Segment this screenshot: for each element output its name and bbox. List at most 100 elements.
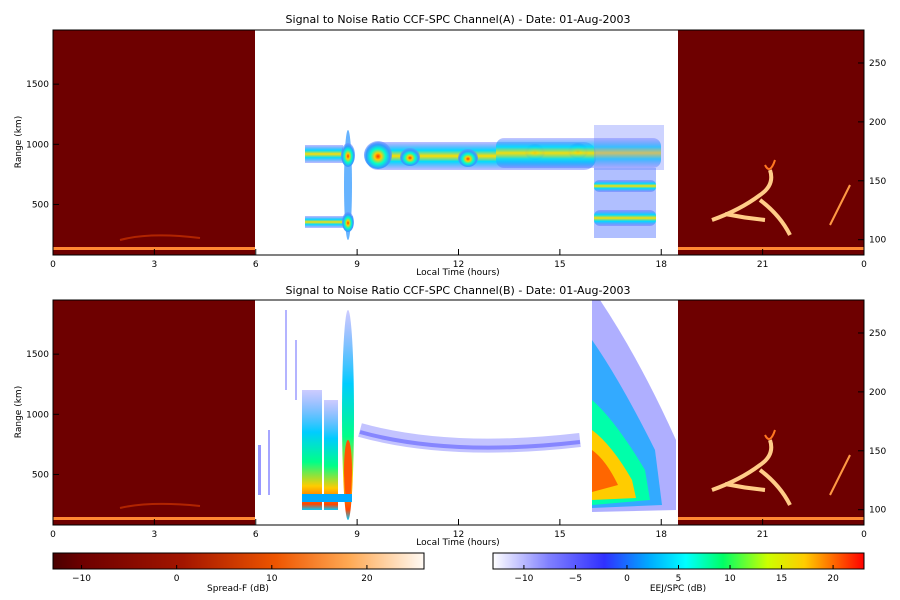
panel-b-x-label: Local Time (hours) <box>416 538 499 548</box>
colorbar-tick-label: 10 <box>266 574 278 584</box>
colorbar-tick-label: 10 <box>724 574 736 584</box>
panel-b-y-label: Range (km) <box>14 386 24 438</box>
right-tick-label: 100 <box>869 506 886 516</box>
spread-f-plume <box>829 184 851 226</box>
panel-b-x-axis: 0 3 6 9 12 15 18 21 0 <box>50 519 867 540</box>
panel-a-title: Signal to Noise Ratio CCF-SPC Channel(A)… <box>286 13 631 26</box>
spread-f-night-region <box>53 30 255 255</box>
panel-b-right-axis: 100 150 200 250 <box>858 329 886 516</box>
right-tick-label: 150 <box>869 177 886 187</box>
colorbar-eej-spc-ticks: −10 −5 0 5 10 15 20 <box>514 565 839 584</box>
echo-evening-layer <box>594 180 656 192</box>
echo-evening-layer <box>594 168 656 238</box>
y-tick-label: 500 <box>32 200 49 210</box>
spread-f-evening-region <box>678 30 864 255</box>
spread-f-evening-region <box>678 300 864 525</box>
x-tick-label: 9 <box>354 260 360 270</box>
x-tick-label: 15 <box>554 530 565 540</box>
colorbar-spread-f-scale <box>52 552 425 570</box>
spread-f-bottom-trace <box>53 247 255 250</box>
echo-bottom-band <box>302 494 352 502</box>
y-tick-label: 1000 <box>26 140 49 150</box>
colorbar-tick-label: 20 <box>361 574 373 584</box>
spread-f-plume <box>711 169 792 236</box>
right-tick-label: 100 <box>869 236 886 246</box>
spread-f-plume <box>119 234 201 241</box>
echo-streak <box>295 340 297 400</box>
panel-b-y-axis: 500 1000 1500 <box>26 350 59 480</box>
echo-blob <box>400 148 420 166</box>
y-tick-label: 1500 <box>26 80 49 90</box>
x-tick-label: 0 <box>50 530 56 540</box>
panel-a-right-axis: 100 150 200 250 <box>858 59 886 246</box>
spread-f-plume <box>829 454 851 496</box>
panel-a-plot <box>52 29 865 256</box>
x-tick-label: 12 <box>453 530 464 540</box>
echo-column <box>302 390 322 510</box>
colorbar-eej-spc-label: EEJ/SPC (dB) <box>650 584 706 594</box>
spread-f-bottom-trace <box>678 247 864 250</box>
colorbar-spread-f: −10 0 10 20 Spread-F (dB) <box>52 552 425 594</box>
x-tick-label: 0 <box>861 260 867 270</box>
panel-a-y-label: Range (km) <box>14 116 24 168</box>
echo-streak <box>285 310 287 390</box>
echo-blob <box>364 141 392 169</box>
colorbar-tick-label: 0 <box>624 574 630 584</box>
echo-evening-layer <box>594 125 664 170</box>
colorbar-tick-label: −5 <box>569 574 582 584</box>
echo-patch <box>305 145 343 163</box>
colorbar-tick-label: 20 <box>827 574 839 584</box>
x-tick-label: 15 <box>554 260 565 270</box>
panel-a-x-axis: 0 3 6 9 12 15 18 21 0 <box>50 249 867 270</box>
echo-column <box>324 400 338 510</box>
colorbar-tick-label: −10 <box>514 574 533 584</box>
echo-evening-plume <box>592 450 618 492</box>
colorbar-tick-label: −10 <box>72 574 91 584</box>
spread-f-bottom-trace <box>678 517 864 520</box>
echo-evening-layer <box>594 210 656 226</box>
colorbar-tick-label: 5 <box>676 574 682 584</box>
echo-patch <box>305 216 353 228</box>
x-tick-label: 3 <box>152 530 158 540</box>
echo-faint-layer <box>359 430 581 450</box>
y-tick-label: 1500 <box>26 350 49 360</box>
x-tick-label: 6 <box>253 530 259 540</box>
spread-f-night-region <box>53 300 255 525</box>
x-tick-label: 21 <box>757 530 768 540</box>
y-tick-label: 1000 <box>26 410 49 420</box>
y-tick-label: 500 <box>32 470 49 480</box>
x-tick-label: 18 <box>656 260 668 270</box>
x-tick-label: 3 <box>152 260 158 270</box>
spread-f-plume <box>764 159 776 170</box>
right-tick-label: 250 <box>869 329 886 339</box>
spread-f-plume <box>764 429 776 440</box>
echo-blob <box>344 440 352 500</box>
spread-f-plume <box>119 502 201 509</box>
x-tick-label: 0 <box>50 260 56 270</box>
x-tick-label: 18 <box>656 530 668 540</box>
panel-b-plot <box>52 299 865 526</box>
colorbar-tick-label: 0 <box>174 574 180 584</box>
echo-blob <box>342 212 354 232</box>
echo-blob <box>458 149 478 167</box>
x-tick-label: 0 <box>861 530 867 540</box>
panel-a-x-label: Local Time (hours) <box>416 268 499 278</box>
x-tick-label: 6 <box>253 260 259 270</box>
colorbar-tick-label: 15 <box>776 574 787 584</box>
colorbar-eej-spc: −10 −5 0 5 10 15 20 EEJ/SPC (dB) <box>492 552 865 594</box>
panel-channel-b: Signal to Noise Ratio CCF-SPC Channel(B)… <box>14 284 886 548</box>
echo-blob <box>341 143 355 167</box>
x-tick-label: 9 <box>354 530 360 540</box>
echo-streak <box>258 445 261 495</box>
panel-channel-a: Signal to Noise Ratio CCF-SPC Channel(A)… <box>14 13 886 278</box>
right-tick-label: 200 <box>869 388 886 398</box>
x-tick-label: 12 <box>453 260 464 270</box>
right-tick-label: 150 <box>869 447 886 457</box>
panel-a-y-axis: 500 1000 1500 <box>26 80 59 210</box>
x-tick-label: 21 <box>757 260 768 270</box>
echo-streak <box>268 430 270 495</box>
panel-b-title: Signal to Noise Ratio CCF-SPC Channel(B)… <box>286 284 631 297</box>
echo-main-layer <box>496 138 661 168</box>
right-tick-label: 250 <box>869 59 886 69</box>
